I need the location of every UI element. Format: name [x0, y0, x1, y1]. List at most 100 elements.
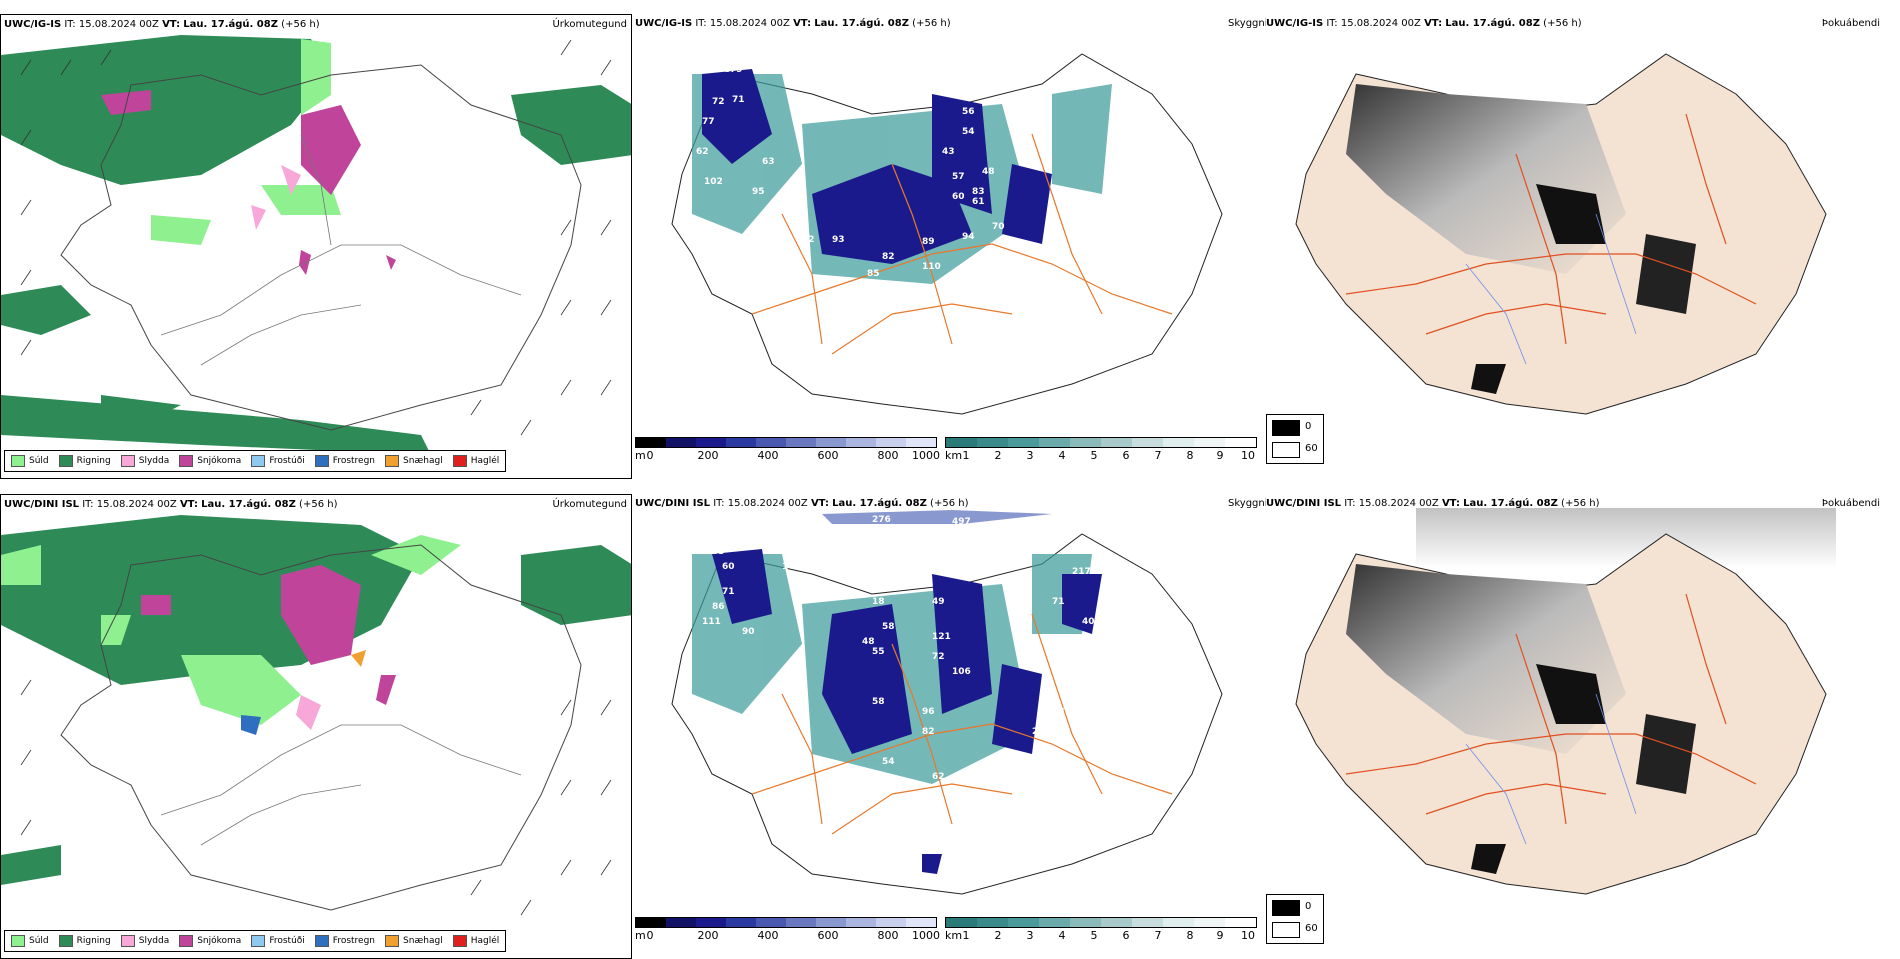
fog-map-graphic — [1295, 53, 1827, 415]
cloud-map-graphic: 276 497 55 60 142 71 86 111 90 18 58 48 49 121 72 106 55… — [671, 510, 1223, 902]
cloud-base-colorbar: m 0 200 400 600 800 1000 — [632, 917, 942, 947]
cloud-base-value-label: 69 — [1132, 107, 1145, 117]
cloud-base-value-label: 217 — [1072, 567, 1091, 577]
cloud-base-value-label: 94 — [962, 232, 975, 242]
cloud-base-value-label: 103 — [712, 65, 731, 75]
precip-type-map-ig: UWC/IG-IS IT: 15.08.2024 00Z VT: Lau. 17… — [0, 14, 632, 479]
legend-item: Súld — [11, 935, 49, 947]
cloud-base-value-label: 126 — [1152, 117, 1171, 127]
panel-product-title: Úrkomutegund — [552, 19, 627, 30]
cloud-base-value-label: 48 — [982, 167, 995, 177]
legend-item: Súld — [11, 455, 49, 467]
cloud-base-value-label: 54 — [962, 127, 975, 137]
cloud-base-value-label: 68 — [1052, 707, 1065, 717]
legend-item: Rigning — [58, 455, 111, 467]
legend-item: Haglél — [452, 935, 499, 947]
cloud-base-value-label: 79 — [730, 65, 743, 75]
legend-item: Snjókoma — [179, 455, 241, 467]
cloud-base-value-label: 90 — [742, 627, 755, 637]
cloud-base-value-label: 183 — [1027, 779, 1046, 789]
legend-item: Slydda — [120, 935, 169, 947]
fog-legend: 0 60 — [1266, 894, 1324, 944]
cloud-base-colorbar: m 0 200 400 600 800 1000 — [632, 437, 942, 467]
cloud-base-value-label: 96 — [1027, 757, 1040, 767]
precip-map-graphic — [1, 515, 631, 916]
cloud-base-value-label: 62 — [932, 772, 945, 782]
cloud-base-value-label: 88 — [932, 892, 945, 902]
cloud-base-value-label: 97 — [1172, 137, 1185, 147]
legend-item: Slydda — [120, 455, 169, 467]
cloud-base-value-label: 85 — [867, 269, 880, 279]
cloud-base-value-label: 86 — [712, 602, 725, 612]
panel-product-title: Úrkomutegund — [552, 499, 627, 510]
cloud-base-value-label: 61 — [972, 197, 985, 207]
cloud-base-value-label: 63 — [762, 157, 775, 167]
panel-title: UWC/DINI ISL IT: 15.08.2024 00Z VT: Lau.… — [635, 498, 969, 509]
cloud-base-value-label: 51 — [852, 777, 865, 787]
cloud-base-value-label: 57 — [952, 172, 965, 182]
cloud-base-map-dini: UWC/DINI ISL IT: 15.08.2024 00Z VT: Lau.… — [632, 494, 1264, 959]
legend-item: Frostúði — [251, 935, 305, 947]
cloud-base-value-label: 121 — [932, 632, 951, 642]
panel-title: UWC/IG-IS IT: 15.08.2024 00Z VT: Lau. 17… — [635, 18, 951, 29]
visibility-colorbar: km 1 2 3 4 5 6 7 8 9 10 — [942, 437, 1264, 467]
cloud-base-value-label: 93 — [832, 235, 845, 245]
legend-item: Frostregn — [314, 935, 375, 947]
cloud-base-value-label: 142 — [782, 562, 801, 572]
cloud-base-value-label: 27 — [1032, 727, 1045, 737]
legend-item: Haglél — [452, 455, 499, 467]
cloud-base-value-label: 89 — [922, 237, 935, 247]
cloud-base-value-label: 70 — [1032, 277, 1045, 287]
cloud-base-value-label: 56 — [962, 107, 975, 117]
precip-legend: Súld Rigning Slydda Snjókoma Frostúði Fr… — [4, 450, 507, 472]
cloud-base-value-label: 60 — [952, 192, 965, 202]
cloud-base-value-label: 72 — [712, 97, 725, 107]
legend-item: Snæhagl — [385, 935, 443, 947]
cloud-base-value-label: 52 — [802, 235, 815, 245]
visibility-colorbar: km 1 2 3 4 5 6 7 8 9 10 — [942, 917, 1264, 947]
cloud-base-value-label: 71 — [1052, 597, 1065, 607]
cloud-base-value-label: 82 — [882, 252, 895, 262]
cloud-base-value-label: 49 — [932, 597, 945, 607]
cloud-base-value-label: 77 — [702, 117, 715, 127]
panel-title: UWC/DINI ISL IT: 15.08.2024 00Z VT: Lau.… — [4, 499, 338, 510]
legend-item: Snjókoma — [179, 935, 241, 947]
precip-map-graphic — [1, 35, 631, 455]
cloud-base-value-label: 58 — [882, 622, 895, 632]
cloud-base-value-label: 47 — [742, 247, 755, 257]
fog-legend: 0 60 — [1266, 414, 1324, 464]
fog-index-map-ig: UWC/IG-IS IT: 15.08.2024 00Z VT: Lau. 17… — [1266, 14, 1900, 479]
cloud-base-value-label: 71 — [732, 95, 745, 105]
cloud-base-value-label: 58 — [872, 697, 885, 707]
panel-product-title: Þokuábendi — [1821, 18, 1880, 29]
fog-map-graphic — [1295, 508, 1836, 895]
panel-title: UWC/DINI ISL IT: 15.08.2024 00Z VT: Lau.… — [1266, 498, 1600, 509]
cloud-base-value-label: 48 — [862, 637, 875, 647]
cloud-base-value-label: 40 — [1082, 617, 1095, 627]
cloud-base-value-label: 276 — [872, 515, 891, 525]
panel-title: UWC/IG-IS IT: 15.08.2024 00Z VT: Lau. 17… — [4, 19, 320, 30]
cloud-base-map-ig: UWC/IG-IS IT: 15.08.2024 00Z VT: Lau. 17… — [632, 14, 1264, 479]
cloud-base-value-label: 54 — [882, 757, 895, 767]
cloud-base-value-label: 96 — [922, 707, 935, 717]
cloud-base-value-label: 102 — [704, 177, 723, 187]
cloud-base-value-label: 83 — [972, 187, 985, 197]
cloud-base-value-label: 18 — [872, 597, 885, 607]
cloud-base-value-label: 71 — [722, 587, 735, 597]
panel-title: UWC/IG-IS IT: 15.08.2024 00Z VT: Lau. 17… — [1266, 18, 1582, 29]
cloud-base-value-label: 56 — [1027, 107, 1040, 117]
precip-type-map-dini: UWC/DINI ISL IT: 15.08.2024 00Z VT: Lau.… — [0, 494, 632, 959]
cloud-base-value-label: 47 — [1022, 292, 1035, 302]
panel-product-title: Þokuábendi — [1821, 498, 1880, 509]
legend-item: Frostúði — [251, 455, 305, 467]
cloud-base-value-label: 70 — [992, 222, 1005, 232]
legend-item: Rigning — [58, 935, 111, 947]
cloud-base-value-label: 110 — [922, 262, 941, 272]
visibility-title: Skyggni — [1228, 18, 1268, 29]
cloud-base-value-label: 82 — [922, 727, 935, 737]
cloud-base-value-label: 43 — [942, 147, 955, 157]
legend-item: Frostregn — [314, 455, 375, 467]
visibility-title: Skyggni — [1228, 498, 1268, 509]
cloud-base-value-label: 72 — [932, 652, 945, 662]
cloud-base-value-label: 16 — [1042, 292, 1055, 302]
